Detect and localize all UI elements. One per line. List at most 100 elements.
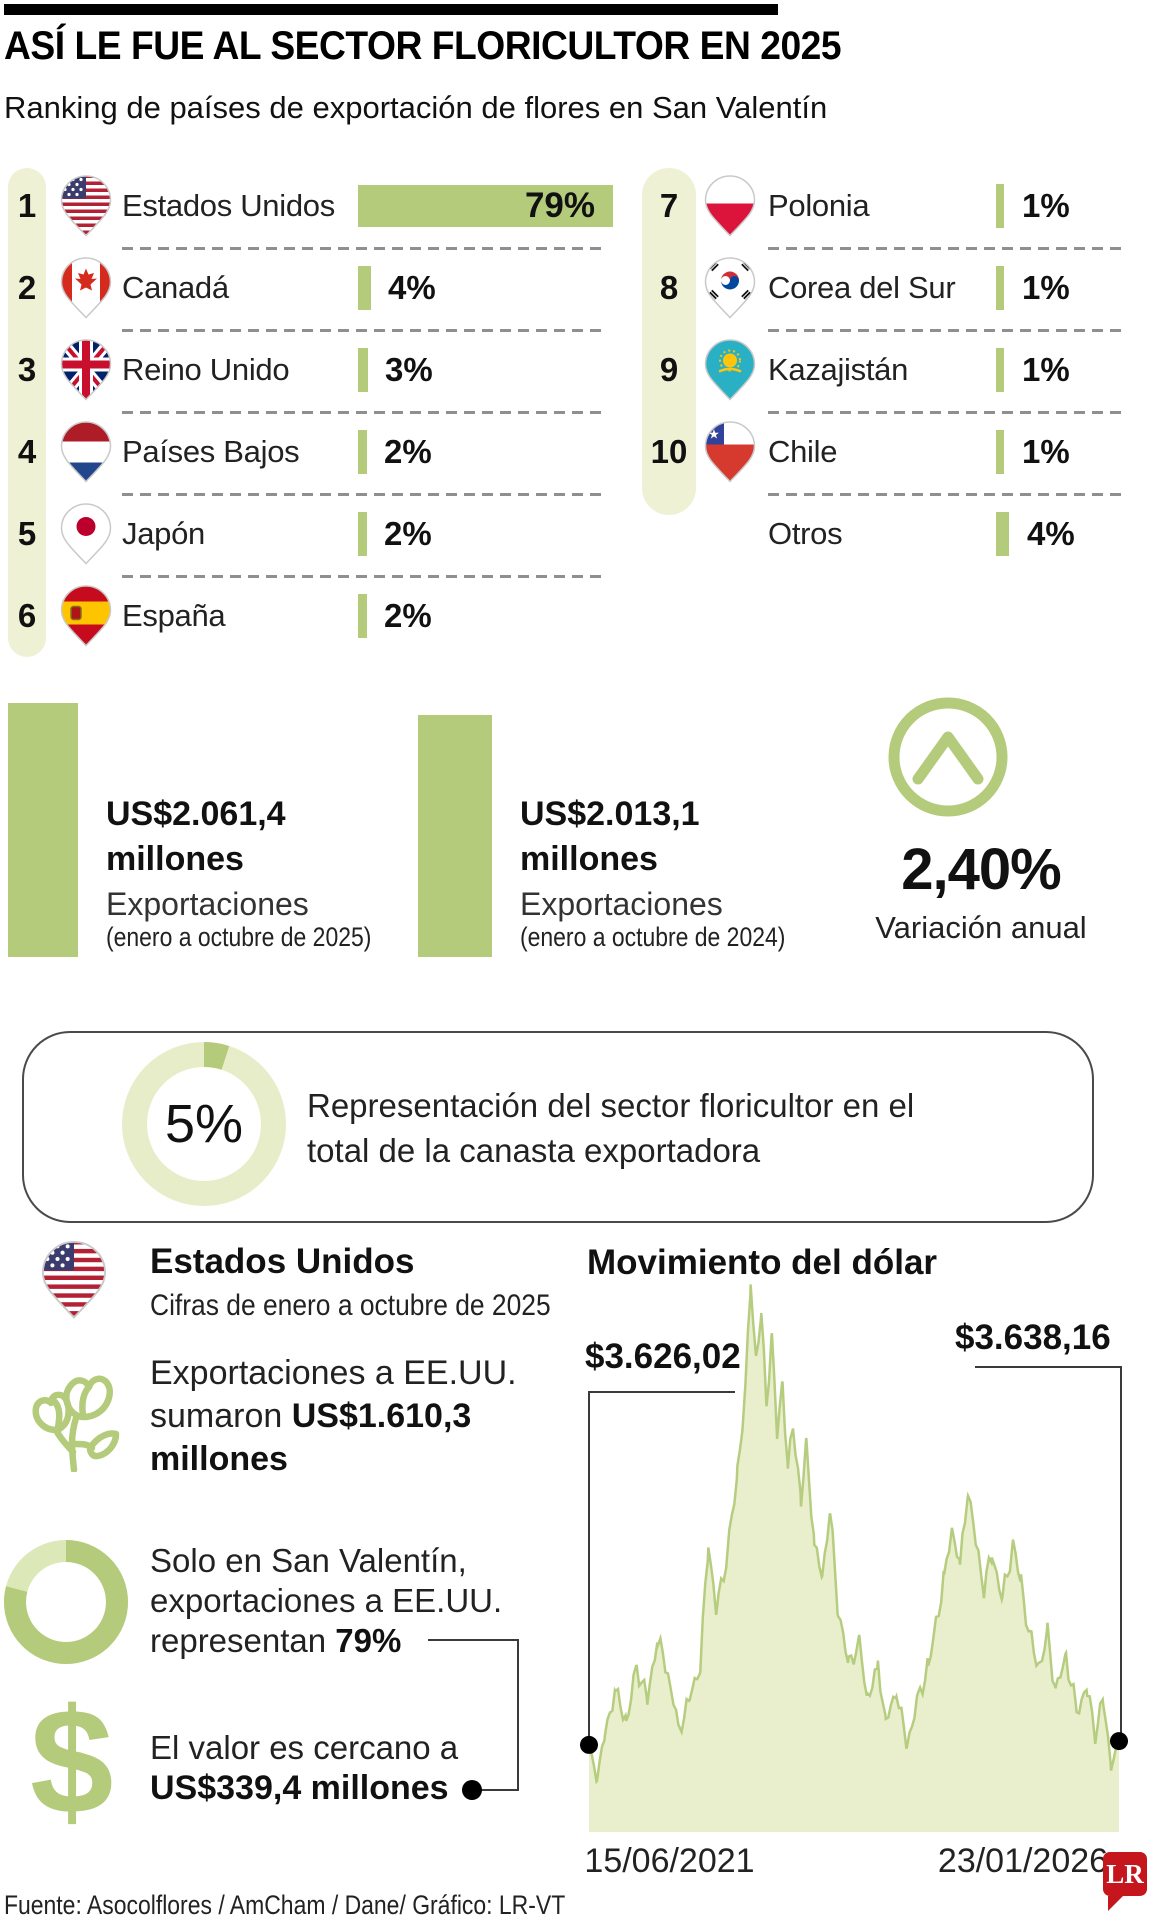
total-2025-label: Exportaciones (106, 886, 309, 922)
value-tick (358, 348, 368, 392)
country-name: Otros (768, 516, 843, 551)
chart-title: Movimiento del dólar (587, 1243, 938, 1282)
valentine-line2: exportaciones a EE.UU. (150, 1582, 503, 1619)
rank-number: 2 (17, 269, 37, 306)
value-label: 79% (524, 186, 595, 225)
country-name: Reino Unido (122, 352, 290, 387)
chart-start-date: 15/06/2021 (584, 1842, 755, 1880)
variation-label: Variación anual (875, 910, 1087, 945)
value-label: 1% (1022, 433, 1070, 470)
rank-number: 5 (17, 515, 37, 552)
flag-pin-us-icon (60, 175, 112, 238)
value-text: El valor es cercano a US$339,4 millones (150, 1728, 458, 1808)
country-name: Estados Unidos (122, 188, 335, 223)
title-bar (4, 4, 778, 15)
chart-end-annotation: $3.638,16 (955, 1318, 1111, 1357)
value-label: 2% (384, 597, 432, 634)
flag-pin-uk-icon (60, 339, 112, 402)
lr-logo-text: LR (1106, 1858, 1144, 1889)
area-line (587, 1284, 1121, 1785)
value-tick (358, 430, 367, 474)
us-period-note: Cifras de enero a octubre de 2025 (150, 1289, 551, 1322)
row-separator (122, 575, 608, 578)
flag-pin-pl-icon (704, 175, 756, 238)
page-subtitle: Ranking de países de exportación de flor… (4, 90, 828, 125)
rank-row-1: 1 Estados Unidos 79% (0, 165, 1154, 247)
exports-line3: millones (150, 1440, 288, 1478)
share-box (22, 1031, 1094, 1223)
flag-pin-kr-icon (704, 257, 756, 320)
value-line2: US$339,4 millones (150, 1769, 449, 1807)
rank-row-2: 2 Canadá 4% (0, 247, 1154, 329)
exports-line2: sumaron US$1.610,3 (150, 1397, 472, 1435)
svg-text:★: ★ (708, 427, 720, 442)
total-2024-unit: millones (520, 840, 658, 878)
value-tick (996, 430, 1004, 474)
start-point (580, 1735, 598, 1754)
country-name: Kazajistán (768, 352, 909, 387)
valentine-line3: representan 79% (150, 1622, 402, 1659)
end-point (1110, 1732, 1128, 1751)
row-separator (122, 247, 608, 250)
chevron-up-circle-icon (884, 693, 1012, 821)
rank-number: 9 (659, 351, 679, 388)
value-label: 4% (1027, 515, 1075, 552)
chart-start-annotation: $3.626,02 (585, 1337, 741, 1376)
total-2025-unit: millones (106, 840, 244, 878)
callout-dot (462, 1780, 482, 1800)
value-bar: 79% (358, 185, 613, 227)
rank-row-5: 5 Japón 2% (0, 493, 1154, 575)
rank-row-10: 10 ★ Chile 1% (0, 411, 1154, 493)
rank-number: 3 (17, 351, 37, 388)
value-tick (996, 184, 1004, 228)
country-name: Países Bajos (122, 434, 300, 469)
flag-pin-es-icon (60, 585, 112, 648)
page-title: ASÍ LE FUE AL SECTOR FLORICULTOR EN 2025 (4, 24, 842, 68)
country-name: Chile (768, 434, 838, 469)
flag-pin-cl-icon: ★ (704, 421, 756, 484)
rank-number: 8 (659, 269, 679, 306)
rank-band-left (8, 168, 46, 657)
flag-pin-nl-icon (60, 421, 112, 484)
value-tick (358, 266, 371, 310)
row-separator (768, 329, 1122, 332)
exports-line1: Exportaciones a EE.UU. (150, 1354, 517, 1392)
value-tick (358, 594, 367, 638)
row-separator (122, 411, 608, 414)
rank-row-others: Otros 4% (0, 493, 1154, 575)
value-label: 2% (384, 515, 432, 552)
value-label: 1% (1022, 187, 1070, 224)
rank-number: 6 (17, 597, 37, 634)
total-2024-label: Exportaciones (520, 886, 723, 922)
country-name: España (122, 598, 226, 633)
rank-row-4: 4 Países Bajos 2% (0, 411, 1154, 493)
flag-pin-jp-icon (60, 503, 112, 566)
rank-number: 10 (650, 433, 688, 470)
value-label: 2% (384, 433, 432, 470)
value-label: 4% (388, 269, 436, 306)
rank-row-9: 9 Kazajistán 1% (0, 329, 1154, 411)
total-2024-value: US$2.013,1 (520, 795, 700, 833)
country-name: Polonia (768, 188, 870, 223)
start-bracket (588, 1391, 735, 1745)
total-2024-period: (enero a octubre de 2024) (520, 922, 786, 952)
rank-row-6: 6 España 2% (0, 575, 1154, 657)
us-heading: Estados Unidos (150, 1242, 415, 1281)
share-text-line1: Representación del sector floricultor en… (307, 1087, 915, 1124)
end-bracket (975, 1366, 1122, 1742)
rank-band-right (642, 168, 696, 515)
row-separator (768, 493, 1122, 496)
flag-pin-kz-icon (704, 339, 756, 402)
flag-pin-ca-icon (60, 257, 112, 320)
row-separator (122, 329, 608, 332)
value-label: 1% (1022, 269, 1070, 306)
country-name: Corea del Sur (768, 270, 956, 305)
value-tick (358, 512, 367, 556)
valentine-line1: Solo en San Valentín, (150, 1542, 467, 1579)
donut-5pct-icon (122, 1042, 286, 1206)
rank-row-8: 8 Corea del Sur 1% (0, 247, 1154, 329)
value-tick (996, 512, 1009, 556)
total-2025-value: US$2.061,4 (106, 795, 286, 833)
